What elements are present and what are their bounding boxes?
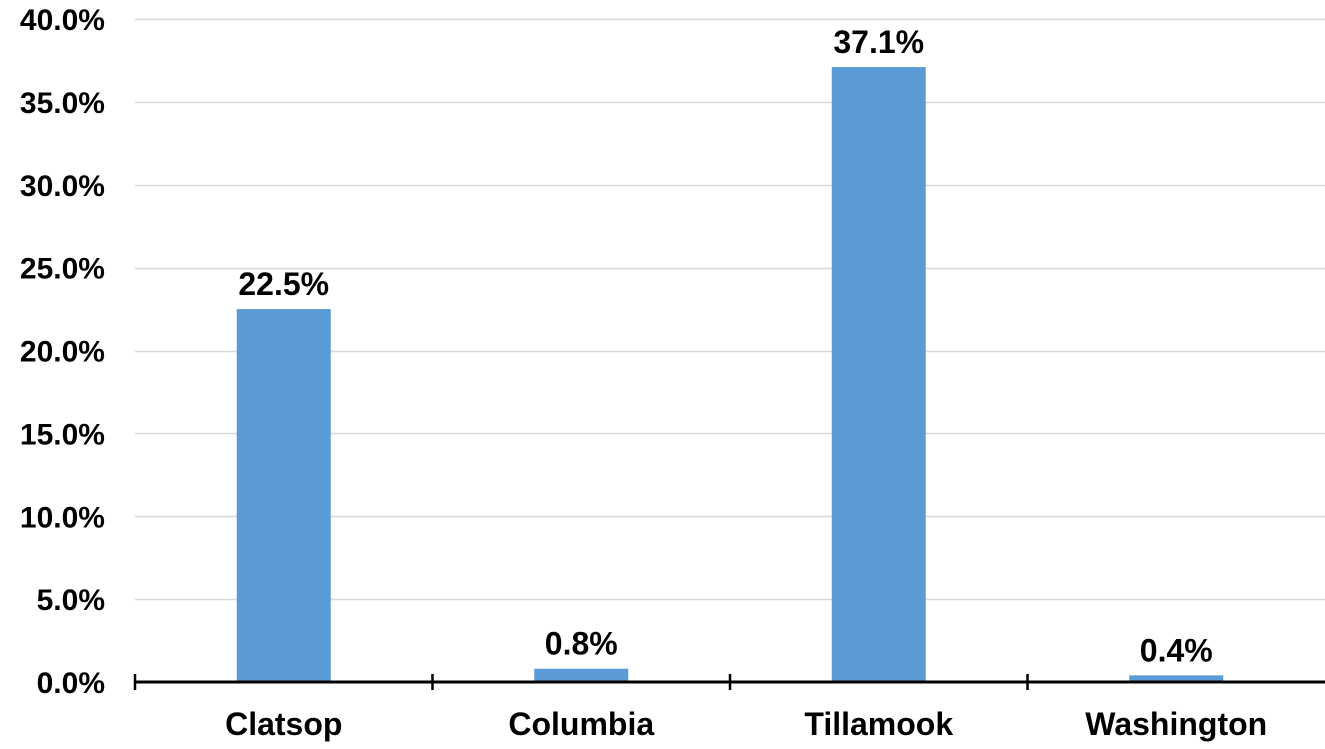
y-tick-label: 15.0% [20, 418, 105, 451]
category-label-washington: Washington [1085, 706, 1267, 742]
category-label-columbia: Columbia [508, 706, 654, 742]
bar-washington [1129, 675, 1224, 682]
bar-clatsop [236, 309, 331, 682]
y-tick-label: 30.0% [20, 170, 105, 203]
data-label: 37.1% [833, 24, 924, 60]
bar-tillamook [831, 67, 926, 682]
y-tick-label: 0.0% [37, 667, 105, 700]
gridlines [135, 18, 1325, 601]
data-label: 0.8% [545, 626, 618, 662]
y-tick-label: 10.0% [20, 501, 105, 534]
y-tick-label: 20.0% [20, 336, 105, 369]
category-label-clatsop: Clatsop [225, 706, 342, 742]
bar-columbia [534, 668, 629, 682]
y-tick-label: 5.0% [37, 584, 105, 617]
y-tick-label: 35.0% [20, 87, 105, 120]
bars [236, 67, 1224, 682]
data-labels: 22.5% 0.8% 37.1% 0.4% [238, 24, 1212, 668]
y-axis-tick-labels: 0.0% 5.0% 10.0% 15.0% 20.0% 25.0% 30.0% 35.0% 40… [20, 4, 105, 700]
data-label: 22.5% [238, 266, 329, 302]
x-axis [133, 674, 1325, 690]
category-label-tillamook: Tillamook [804, 706, 953, 742]
data-label: 0.4% [1140, 632, 1213, 668]
y-tick-label: 40.0% [20, 4, 105, 37]
y-tick-label: 25.0% [20, 253, 105, 286]
x-axis-category-labels: Clatsop Columbia Tillamook Washington [225, 706, 1267, 742]
